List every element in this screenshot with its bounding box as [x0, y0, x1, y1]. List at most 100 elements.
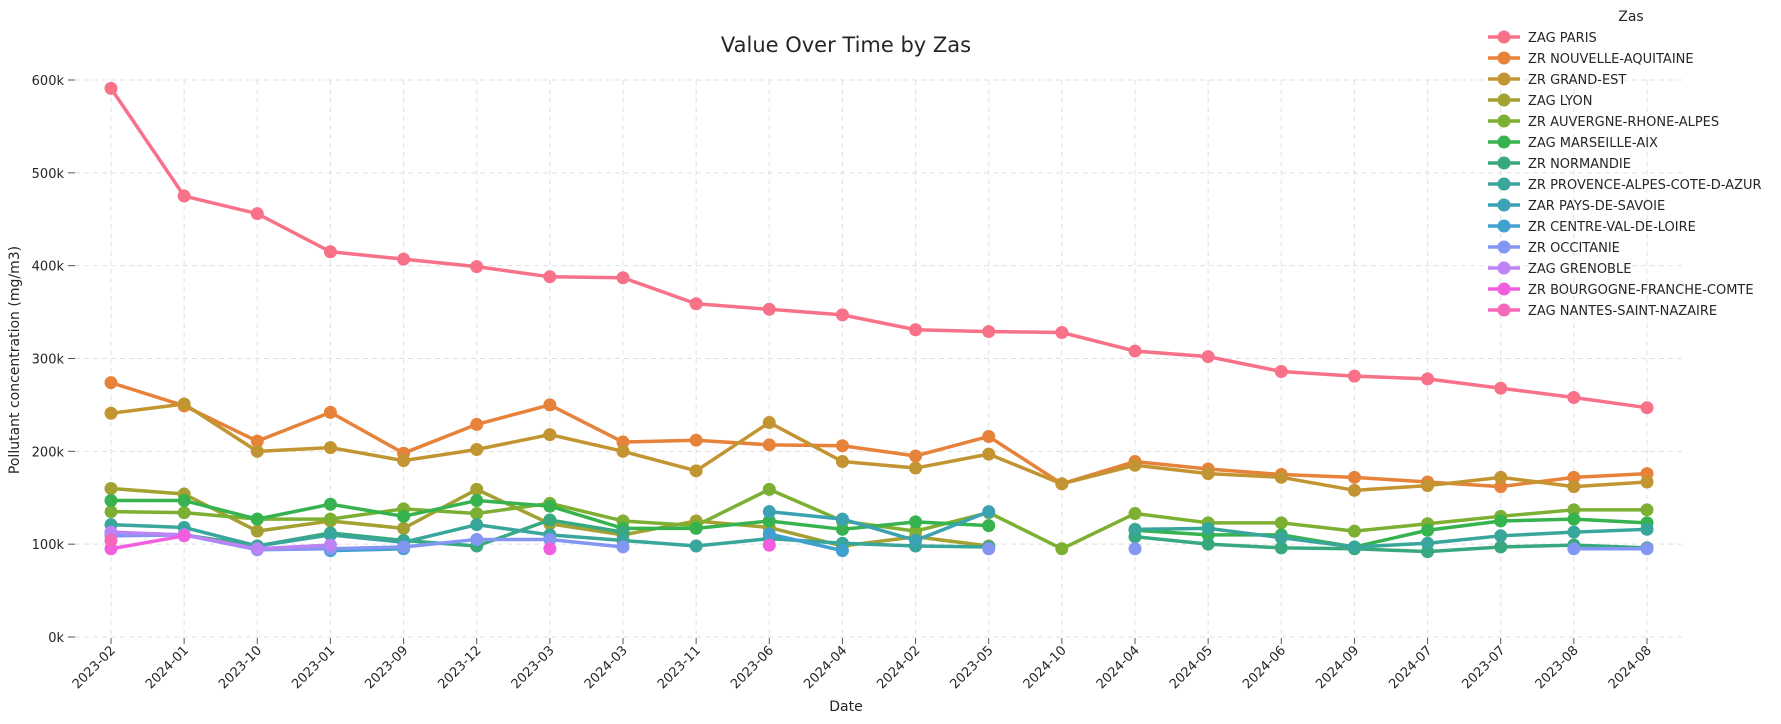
data-point	[909, 461, 923, 475]
data-point	[250, 444, 264, 458]
x-axis-label: Date	[829, 699, 862, 715]
data-point	[543, 542, 557, 556]
data-point	[1347, 369, 1361, 383]
legend-marker	[1497, 156, 1511, 170]
legend-marker	[1497, 51, 1511, 65]
data-point	[1494, 514, 1508, 528]
legend-label: ZR NORMANDIE	[1528, 157, 1631, 172]
data-point	[1128, 542, 1142, 556]
y-tick-label: 0k	[48, 631, 64, 646]
data-point	[689, 464, 703, 478]
series	[104, 529, 776, 556]
data-point	[1421, 536, 1435, 550]
legend-item: ZR NORMANDIE	[1488, 156, 1631, 172]
legend-label: ZR BOURGOGNE-FRANCHE-COMTE	[1528, 283, 1754, 298]
legend: Zas ZAG PARIS ZR NOUVELLE-AQUITAINE ZR GRA…	[1488, 9, 1762, 319]
data-point	[177, 397, 191, 411]
data-point	[104, 505, 118, 519]
legend-label: ZR NOUVELLE-AQUITAINE	[1528, 52, 1694, 67]
data-point	[470, 533, 484, 547]
data-point	[982, 519, 996, 533]
legend-item: ZR GRAND-EST	[1488, 72, 1626, 88]
legend-item: ZR PROVENCE-ALPES-COTE-D-AZUR	[1488, 177, 1762, 193]
data-point	[909, 323, 923, 337]
data-point	[982, 542, 996, 556]
data-point	[177, 506, 191, 520]
series-line	[1133, 534, 1649, 554]
series	[104, 397, 1654, 497]
legend-item: ZAR PAYS-DE-SAVOIE	[1488, 198, 1665, 214]
data-point	[1494, 529, 1508, 543]
data-point	[909, 524, 923, 538]
data-point	[1128, 344, 1142, 358]
series-line	[109, 402, 1649, 493]
data-point	[104, 81, 118, 95]
data-point	[909, 449, 923, 463]
data-point	[1421, 523, 1435, 537]
data-point	[1640, 542, 1654, 556]
legend-marker	[1497, 282, 1511, 296]
legend-label: ZAG PARIS	[1528, 31, 1597, 46]
legend-item: ZAG MARSEILLE-AIX	[1488, 135, 1658, 151]
series-line	[109, 380, 1649, 489]
data-point	[470, 260, 484, 274]
data-point	[616, 435, 630, 449]
data-point	[1055, 542, 1069, 556]
data-point	[1201, 521, 1215, 535]
data-point	[982, 429, 996, 443]
data-point	[323, 528, 337, 542]
data-point	[323, 497, 337, 511]
legend-marker	[1497, 240, 1511, 254]
data-point	[1421, 479, 1435, 493]
data-point	[835, 522, 849, 536]
data-point	[250, 207, 264, 221]
data-point	[543, 513, 557, 527]
data-point	[1640, 522, 1654, 536]
legend-item: ZR NOUVELLE-AQUITAINE	[1488, 51, 1694, 67]
data-point	[835, 308, 849, 322]
data-point	[1567, 470, 1581, 484]
data-point	[982, 325, 996, 339]
data-point	[250, 512, 264, 526]
y-tick-label: 600k	[32, 74, 65, 89]
data-point	[762, 538, 776, 552]
data-point	[470, 494, 484, 508]
series-line	[328, 547, 406, 553]
legend-marker	[1497, 261, 1511, 275]
data-point	[1055, 477, 1069, 491]
data-point	[982, 447, 996, 461]
data-point	[1201, 467, 1215, 481]
legend-label: ZR OCCITANIE	[1528, 241, 1620, 256]
data-point	[1347, 540, 1361, 554]
data-point	[470, 442, 484, 456]
data-point	[177, 529, 191, 543]
data-point	[397, 454, 411, 468]
data-point	[1347, 470, 1361, 484]
legend-item: ZAG LYON	[1488, 93, 1592, 109]
data-point	[1494, 381, 1508, 395]
data-point	[104, 533, 118, 547]
data-point	[104, 494, 118, 508]
data-point	[1494, 480, 1508, 494]
legend-marker	[1497, 135, 1511, 149]
data-point	[470, 417, 484, 431]
data-point	[543, 533, 557, 547]
data-point	[470, 482, 484, 496]
series-line	[109, 86, 1649, 410]
y-tick-label: 300k	[32, 353, 65, 368]
data-point	[323, 245, 337, 259]
y-tick-label: 200k	[32, 445, 65, 460]
data-point	[397, 252, 411, 266]
data-point	[1567, 525, 1581, 539]
data-point	[689, 297, 703, 311]
data-point	[543, 270, 557, 284]
data-point	[1274, 531, 1288, 545]
y-axis: 0k 100k 200k 300k 400k 500k 600k	[32, 74, 75, 646]
data-point	[1201, 537, 1215, 551]
legend-item: ZAG PARIS	[1488, 30, 1597, 46]
data-point	[835, 439, 849, 453]
data-point	[1128, 458, 1142, 472]
legend-marker	[1497, 93, 1511, 107]
data-point	[762, 302, 776, 316]
data-point	[762, 514, 776, 528]
